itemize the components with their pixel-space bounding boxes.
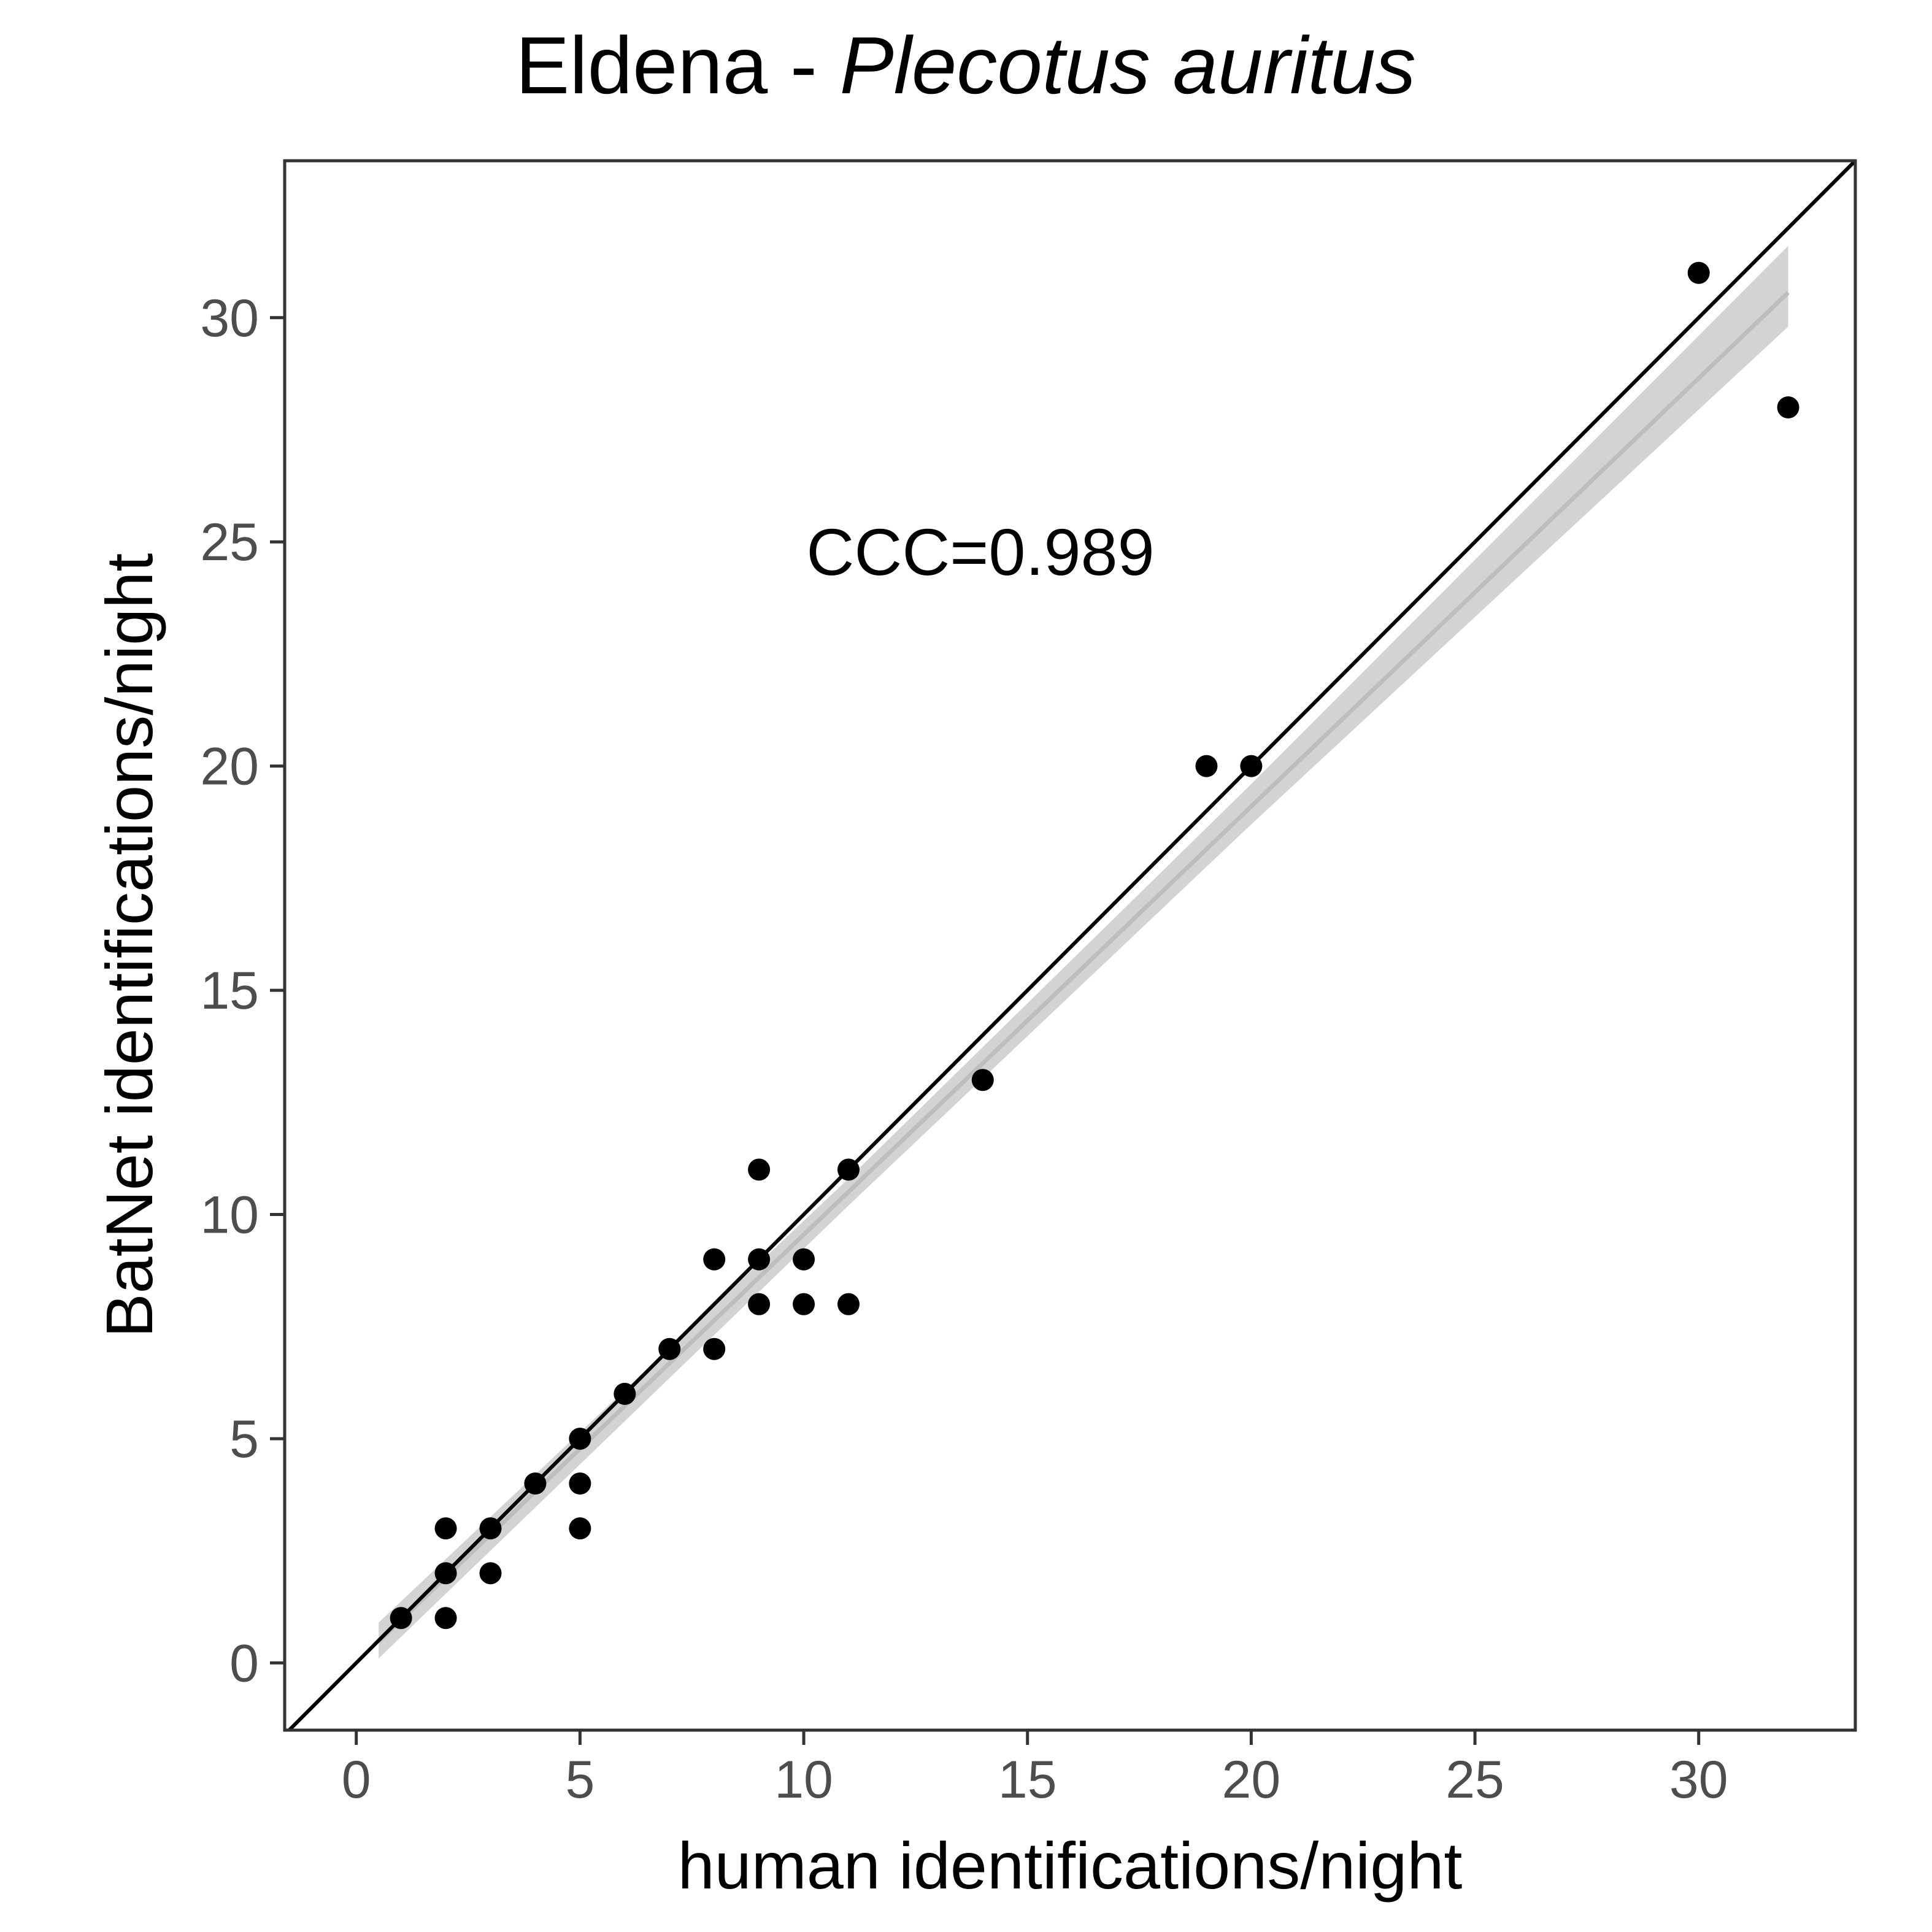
chart-title: Eldena - Plecotus auritus	[515, 20, 1415, 110]
data-point	[658, 1337, 681, 1360]
data-point	[434, 1517, 457, 1540]
y-tick-label: 25	[200, 513, 259, 572]
x-tick-label: 25	[1445, 1750, 1504, 1809]
chart-title-prefix: Eldena -	[515, 20, 839, 110]
data-point	[748, 1158, 771, 1181]
x-tick-label: 5	[565, 1750, 595, 1809]
data-point	[1687, 261, 1710, 284]
data-point	[703, 1248, 726, 1271]
y-tick-label: 20	[200, 737, 259, 796]
ccc-annotation: CCC=0.989	[806, 515, 1154, 589]
y-axis-title: BatNet identifications/night	[92, 553, 166, 1338]
data-point	[524, 1472, 547, 1495]
plot-panel	[287, 161, 1855, 1730]
data-point	[1195, 755, 1218, 777]
x-tick-label: 0	[342, 1750, 371, 1809]
data-point	[569, 1427, 591, 1450]
y-tick-label: 5	[229, 1410, 259, 1469]
y-tick-label: 30	[200, 289, 259, 348]
data-point	[748, 1248, 771, 1271]
data-point	[793, 1293, 815, 1315]
data-point	[390, 1607, 412, 1630]
data-point	[614, 1382, 636, 1405]
y-tick-label: 15	[200, 961, 259, 1020]
data-point	[703, 1337, 726, 1360]
y-tick-label: 10	[200, 1186, 259, 1245]
identity-line	[287, 161, 1855, 1730]
chart-title-species: Plecotus auritus	[840, 20, 1416, 110]
data-point	[569, 1472, 591, 1495]
data-point	[748, 1293, 771, 1315]
plot-frame	[283, 159, 1857, 1732]
x-tick-label: 10	[774, 1750, 833, 1809]
data-points	[390, 261, 1799, 1630]
data-point	[793, 1248, 815, 1271]
data-point	[569, 1517, 591, 1540]
x-axis: 0 5 10 15 20 25 30	[342, 1730, 1728, 1809]
data-point	[971, 1069, 994, 1091]
data-point	[837, 1158, 860, 1181]
data-point	[434, 1607, 457, 1630]
x-axis-title: human identifications/night	[678, 1828, 1463, 1903]
x-tick-label: 20	[1222, 1750, 1281, 1809]
y-tick-label: 0	[229, 1634, 259, 1693]
data-point	[479, 1562, 502, 1585]
data-point	[1777, 396, 1799, 418]
regression-line	[377, 291, 1790, 1644]
y-axis: 0 5 10 15 20 25 30	[200, 289, 285, 1693]
data-point	[1240, 755, 1263, 777]
x-tick-label: 30	[1669, 1750, 1728, 1809]
data-point	[434, 1562, 457, 1585]
data-point	[837, 1293, 860, 1315]
x-tick-label: 15	[998, 1750, 1057, 1809]
data-point	[479, 1517, 502, 1540]
